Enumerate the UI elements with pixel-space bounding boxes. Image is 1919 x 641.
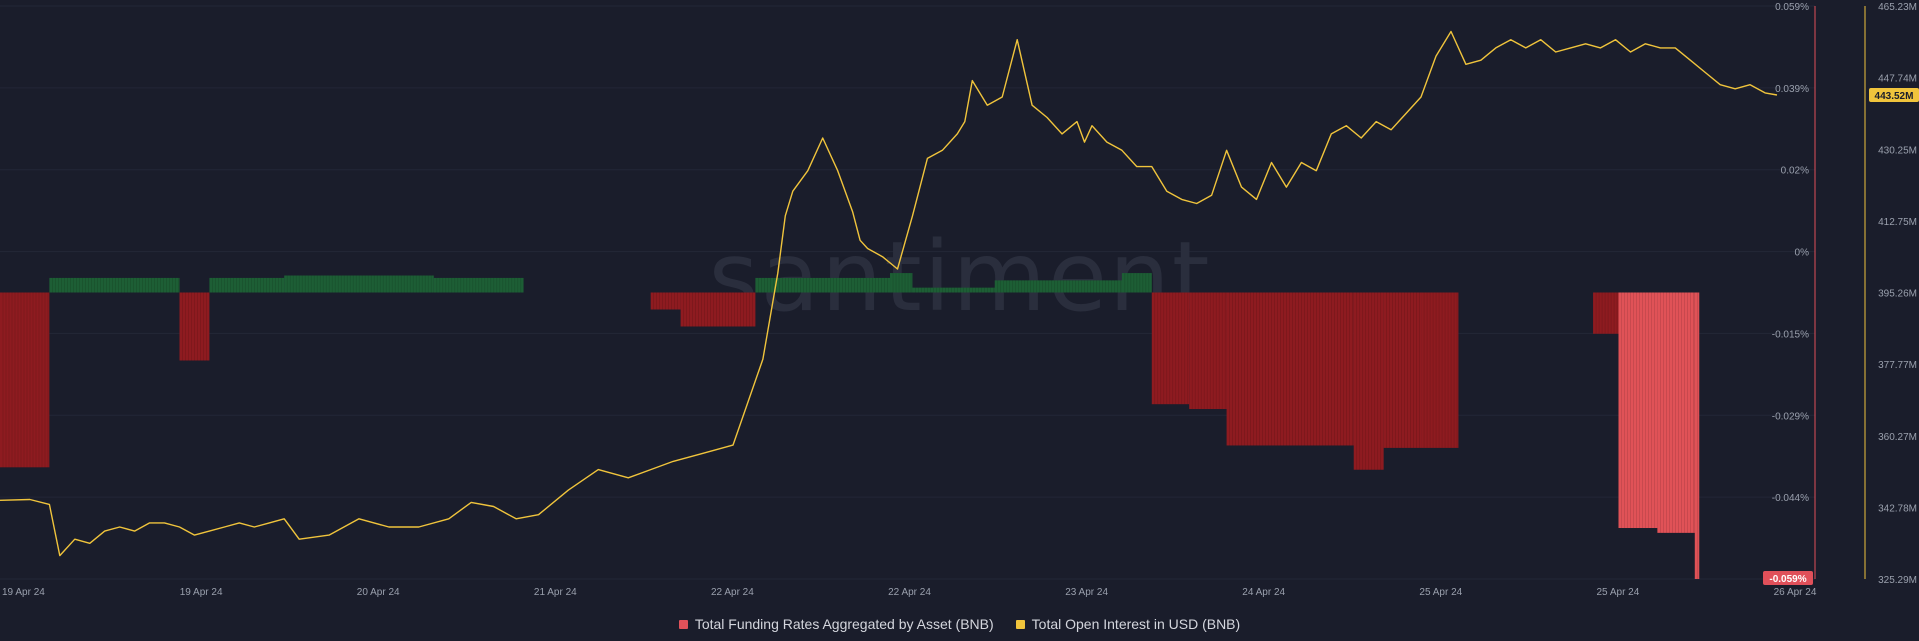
left-axis-tick-label: 0.059% [1775,2,1809,13]
funding-bar-negative [1657,292,1695,533]
funding-bar-negative [0,292,50,468]
right-axis-tick-label: 325.29M [1878,575,1917,586]
current-value-badges: 443.52M -0.059% [1763,87,1919,585]
funding-bar-negative [179,292,210,361]
x-axis-tick-label: 23 Apr 24 [1065,587,1108,598]
right-axis-ticks: 465.23M 447.74M 430.25M 412.75M 395.26M 377.7… [1878,2,1917,586]
right-axis-tick-label: 430.25M [1878,145,1917,156]
funding-bar-positive [890,273,913,293]
legend-label-open-interest: Total Open Interest in USD (BNB) [1031,616,1241,632]
funding-bar-positive [755,277,891,293]
funding-bar-positive [912,287,995,293]
x-axis-tick-label: 22 Apr 24 [711,587,754,598]
funding-bar-positive [1121,273,1152,293]
grid-lines [0,5,1815,580]
x-axis-tick-label: 26 Apr 24 [1774,587,1817,598]
open-interest-current-badge [1869,87,1919,102]
legend-swatch-open-interest [1015,619,1025,629]
right-axis-tick-label: 342.78M [1878,503,1917,514]
funding-bar-negative [1694,292,1700,579]
x-axis-tick-label: 20 Apr 24 [357,587,400,598]
funding-bar-negative [1226,292,1354,446]
funding-rate-bars [0,273,1700,579]
right-axis-tick-label: 377.77M [1878,360,1917,371]
funding-rate-current-badge [1763,571,1813,585]
x-axis-tick-label: 19 Apr 24 [180,587,223,598]
x-axis-tick-label: 25 Apr 24 [1419,587,1462,598]
funding-bar-negative [1383,292,1422,448]
legend: Total Funding Rates Aggregated by Asset … [0,616,1919,632]
funding-bar-negative [1353,292,1384,470]
left-axis-tick-label: -0.015% [1772,329,1809,340]
funding-bar-negative [650,292,681,310]
open-interest-line [0,30,1778,557]
funding-bar-negative [1618,292,1658,529]
funding-bar-negative [680,292,756,327]
right-axis-tick-label: 360.27M [1878,432,1917,443]
x-axis-tick-label: 24 Apr 24 [1242,587,1285,598]
legend-item-funding-rates[interactable]: Total Funding Rates Aggregated by Asset … [678,616,994,632]
funding-bar-negative [1593,292,1619,334]
left-axis-tick-label: 0.02% [1781,166,1809,177]
right-axis-tick-label: 395.26M [1878,289,1917,300]
funding-bar-positive [209,277,285,293]
left-axis-tick-label: -0.029% [1772,411,1809,422]
x-axis-tick-label: 22 Apr 24 [888,587,931,598]
x-axis-tick-label: 19 Apr 24 [2,587,45,598]
x-axis-tick-label: 21 Apr 24 [534,587,577,598]
right-axis-tick-label: 447.74M [1878,74,1917,85]
open-interest-current-value: 443.52M [1875,91,1914,102]
right-axis-tick-label: 465.23M [1878,2,1917,13]
x-axis-ticks: 19 Apr 24 19 Apr 24 20 Apr 24 21 Apr 24 22 A… [2,587,1817,598]
left-axis-tick-label: 0% [1795,248,1810,259]
funding-rate-current-value: -0.059% [1769,574,1806,585]
left-axis-tick-label: -0.044% [1772,493,1809,504]
right-axis-tick-label: 412.75M [1878,217,1917,228]
legend-swatch-funding-rates [678,619,688,629]
left-axis-ticks: 0.059% 0.039% 0.02% 0% -0.015% -0.029% -0.044% [1772,2,1809,504]
legend-item-open-interest[interactable]: Total Open Interest in USD (BNB) [1015,616,1241,632]
funding-bar-negative [1421,292,1459,448]
funding-bar-positive [433,277,524,293]
funding-bar-negative [1151,292,1190,405]
funding-bar-positive [284,275,434,293]
left-axis-tick-label: 0.039% [1775,84,1809,95]
funding-bar-positive [49,277,180,293]
legend-label-funding-rates: Total Funding Rates Aggregated by Asset … [694,616,994,632]
x-axis-tick-label: 25 Apr 24 [1596,587,1639,598]
funding-bar-negative [1189,292,1227,410]
funding-bar-positive [994,280,1122,293]
